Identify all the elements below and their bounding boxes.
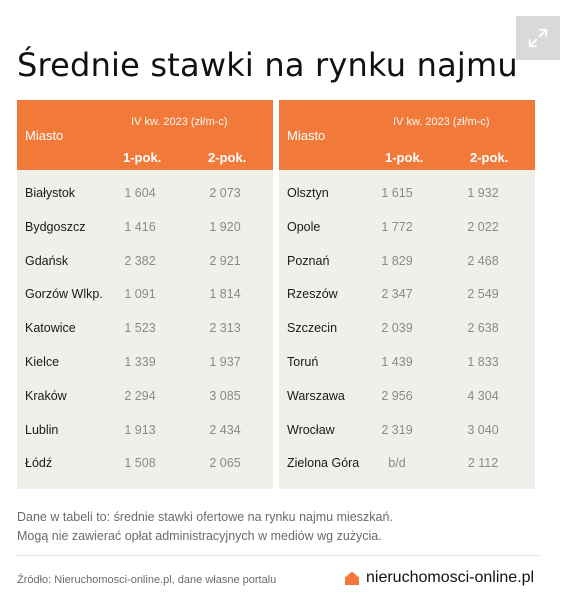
table-header: Miasto IV kw. 2023 (zł/m-c) 1-pok. 2-pok…: [17, 100, 273, 170]
city-cell: Wrocław: [287, 422, 335, 437]
city-cell: Gorzów Wlkp.: [25, 287, 103, 302]
two-room-value: 2 112: [467, 456, 499, 471]
one-room-value: 2 347: [381, 287, 413, 302]
table-row: Kielce 1 339 1 937: [17, 346, 273, 380]
city-cell: Gdańsk: [25, 253, 69, 268]
table-row: Toruń 1 439 1 833: [279, 346, 535, 380]
two-room-value: 2 468: [467, 253, 499, 268]
two-room-value: 3 040: [467, 422, 499, 437]
table-row: Wrocław 2 319 3 040: [279, 414, 535, 448]
note-line-1: Dane w tabeli to: średnie stawki ofertow…: [17, 510, 393, 524]
table-note: Dane w tabeli to: średnie stawki ofertow…: [17, 508, 393, 546]
city-cell: Opole: [287, 219, 321, 234]
two-room-column-header: 2-pok.: [208, 150, 247, 165]
two-room-value: 1 814: [209, 287, 241, 302]
period-header: IV kw. 2023 (zł/m-c): [131, 116, 228, 128]
rent-table-left: Miasto IV kw. 2023 (zł/m-c) 1-pok. 2-pok…: [17, 100, 273, 489]
table-row: Kraków 2 294 3 085: [17, 380, 273, 414]
one-room-value: 1 615: [381, 186, 413, 200]
two-room-value: 2 313: [209, 321, 241, 336]
table-row: Olsztyn 1 615 1 932: [279, 177, 535, 211]
divider: [17, 555, 539, 556]
one-room-value: 1 772: [381, 219, 413, 234]
two-room-value: 2 549: [467, 287, 499, 302]
city-cell: Toruń: [287, 354, 319, 369]
table-row: Gdańsk 2 382 2 921: [17, 245, 273, 279]
one-room-value: 2 294: [124, 388, 156, 403]
house-icon: [345, 571, 359, 585]
one-room-value: b/d: [388, 456, 406, 471]
table-body: Olsztyn 1 615 1 932 Opole 1 772 2 022 Poznań 1 …: [279, 177, 535, 481]
table-row: Łódź 1 508 2 065: [17, 447, 273, 481]
city-cell: Szczecin: [287, 321, 338, 336]
one-room-value: 1 604: [124, 186, 156, 200]
one-room-value: 1 508: [124, 456, 156, 471]
city-column-header: Miasto: [287, 128, 326, 143]
table-header: Miasto IV kw. 2023 (zł/m-c) 1-pok. 2-pok…: [279, 100, 535, 170]
period-header: IV kw. 2023 (zł/m-c): [393, 116, 490, 128]
table-row: Szczecin 2 039 2 638: [279, 312, 535, 346]
note-line-2: Mogą nie zawierać opłat administracyjnyc…: [17, 529, 382, 543]
table-row: Gorzów Wlkp. 1 091 1 814: [17, 278, 273, 312]
table-row: Warszawa 2 956 4 304: [279, 380, 535, 414]
city-cell: Poznań: [287, 253, 330, 268]
one-room-value: 1 829: [381, 253, 413, 268]
two-room-value: 2 022: [467, 219, 499, 234]
two-room-value: 3 085: [209, 388, 241, 403]
one-room-value: 2 382: [124, 253, 156, 268]
table-row: Lublin 1 913 2 434: [17, 414, 273, 448]
table-row: Zielona Góra b/d 2 112: [279, 447, 535, 481]
city-cell: Kielce: [25, 354, 60, 369]
two-room-value: 2 434: [209, 422, 241, 437]
city-cell: Lublin: [25, 422, 59, 437]
brand-link[interactable]: nieruchomosci-online.pl: [344, 569, 534, 587]
source-text: Źródło: Nieruchomosci-online.pl, dane wł…: [17, 574, 277, 586]
two-room-column-header: 2-pok.: [470, 150, 509, 165]
expand-icon: [528, 28, 548, 48]
one-room-value: 1 339: [124, 354, 156, 369]
table-row: Katowice 1 523 2 313: [17, 312, 273, 346]
two-room-value: 1 932: [467, 186, 499, 200]
page-title: Średnie stawki na rynku najmu: [17, 46, 518, 84]
one-room-value: 1 416: [124, 219, 156, 234]
city-cell: Warszawa: [287, 388, 345, 403]
table-row: Białystok 1 604 2 073: [17, 177, 273, 211]
one-room-value: 1 523: [124, 321, 156, 336]
table-row: Rzeszów 2 347 2 549: [279, 278, 535, 312]
table-row: Poznań 1 829 2 468: [279, 245, 535, 279]
one-room-column-header: 1-pok.: [385, 150, 424, 165]
city-cell: Białystok: [25, 186, 76, 200]
one-room-value: 2 319: [381, 422, 413, 437]
two-room-value: 1 937: [209, 354, 241, 369]
city-cell: Łódź: [25, 456, 53, 471]
two-room-value: 2 065: [209, 456, 241, 471]
city-cell: Kraków: [25, 388, 67, 403]
one-room-value: 1 439: [381, 354, 413, 369]
brand-name: nieruchomosci-online.pl: [366, 569, 535, 586]
city-cell: Rzeszów: [287, 287, 338, 302]
city-cell: Zielona Góra: [287, 456, 360, 471]
two-room-value: 1 920: [209, 219, 241, 234]
table-body: Białystok 1 604 2 073 Bydgoszcz 1 416 1 920 Gd…: [17, 177, 273, 481]
expand-button[interactable]: [516, 16, 560, 60]
one-room-value: 1 913: [124, 422, 156, 437]
table-row: Bydgoszcz 1 416 1 920: [17, 211, 273, 245]
one-room-value: 2 956: [381, 388, 413, 403]
two-room-value: 2 921: [209, 253, 241, 268]
two-room-value: 2 638: [467, 321, 499, 336]
rent-table-right: Miasto IV kw. 2023 (zł/m-c) 1-pok. 2-pok…: [279, 100, 535, 489]
city-cell: Olsztyn: [287, 186, 329, 200]
one-room-value: 2 039: [381, 321, 413, 336]
two-room-value: 1 833: [467, 354, 499, 369]
two-room-value: 2 073: [209, 186, 241, 200]
city-cell: Katowice: [25, 321, 76, 336]
city-cell: Bydgoszcz: [25, 219, 86, 234]
one-room-value: 1 091: [124, 287, 156, 302]
two-room-value: 4 304: [467, 388, 499, 403]
table-row: Opole 1 772 2 022: [279, 211, 535, 245]
city-column-header: Miasto: [25, 128, 64, 143]
one-room-column-header: 1-pok.: [123, 150, 162, 165]
